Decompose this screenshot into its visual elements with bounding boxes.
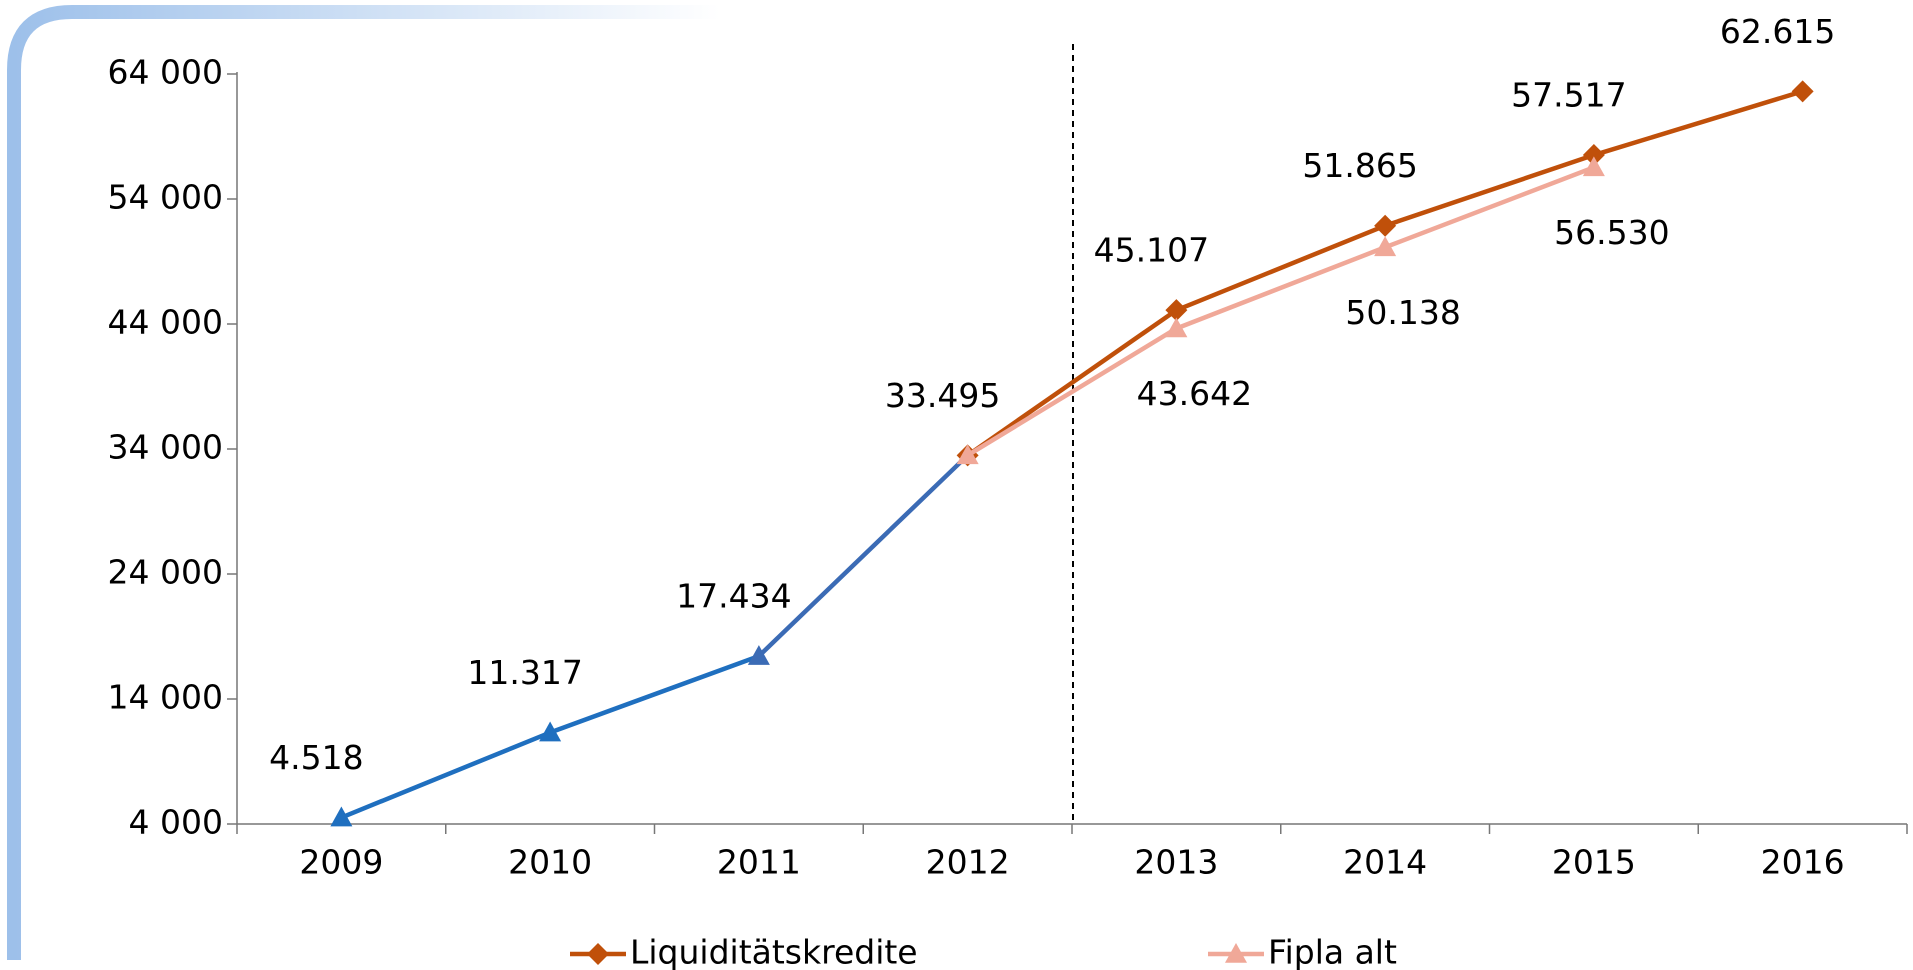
data-point <box>330 806 353 827</box>
line-segment <box>1382 152 1597 228</box>
data-label: 62.615 <box>1720 12 1835 51</box>
data-label: 11.317 <box>467 653 582 692</box>
data-label: 57.517 <box>1511 76 1626 115</box>
y-tick-label: 54 000 <box>108 178 223 217</box>
line-segment <box>339 730 553 820</box>
data-label: 33.495 <box>885 376 1000 415</box>
line-segment <box>1382 165 1597 250</box>
x-tick-label: 2012 <box>926 843 1010 882</box>
x-tick-label: 2013 <box>1134 843 1218 882</box>
data-point <box>747 645 770 665</box>
line-segment <box>1174 223 1388 313</box>
data-label: 17.434 <box>676 577 791 616</box>
line-segment <box>965 326 1179 458</box>
line-segment <box>1174 245 1388 331</box>
data-label: 56.530 <box>1554 213 1669 252</box>
legend-label: Liquiditätskredite <box>630 933 918 970</box>
data-point <box>1582 144 1605 167</box>
y-tick-label: 64 000 <box>108 53 223 92</box>
x-tick-label: 2009 <box>299 843 383 882</box>
y-tick-label: 14 000 <box>108 678 223 717</box>
line-segment <box>1591 89 1805 158</box>
data-point <box>1582 156 1605 177</box>
x-tick-label: 2016 <box>1761 843 1845 882</box>
x-tick-label: 2010 <box>508 843 592 882</box>
data-point <box>1374 214 1397 237</box>
x-tick-label: 2014 <box>1343 843 1427 882</box>
legend-marker <box>1225 943 1247 963</box>
data-point <box>1791 80 1814 103</box>
legend-label: Fipla alt <box>1268 933 1397 970</box>
data-label: 51.865 <box>1302 146 1417 185</box>
x-tick-label: 2011 <box>717 843 801 882</box>
data-label: 43.642 <box>1137 374 1252 413</box>
line-segment <box>756 453 970 659</box>
data-point <box>539 721 562 742</box>
line-segment <box>965 307 1179 458</box>
frame-decoration <box>7 5 720 960</box>
data-label: 45.107 <box>1094 231 1209 270</box>
data-point <box>956 444 979 465</box>
data-point <box>1165 317 1188 338</box>
data-point <box>1374 236 1397 257</box>
y-tick-label: 24 000 <box>108 553 223 592</box>
legend-marker <box>587 943 609 965</box>
y-tick-label: 4 000 <box>129 803 223 842</box>
data-label: 4.518 <box>269 738 363 777</box>
y-tick-label: 44 000 <box>108 303 223 342</box>
data-label: 50.138 <box>1345 293 1460 332</box>
y-tick-label: 34 000 <box>108 428 223 467</box>
data-point <box>1165 299 1188 322</box>
x-tick-label: 2015 <box>1552 843 1636 882</box>
line-segment <box>547 653 762 735</box>
